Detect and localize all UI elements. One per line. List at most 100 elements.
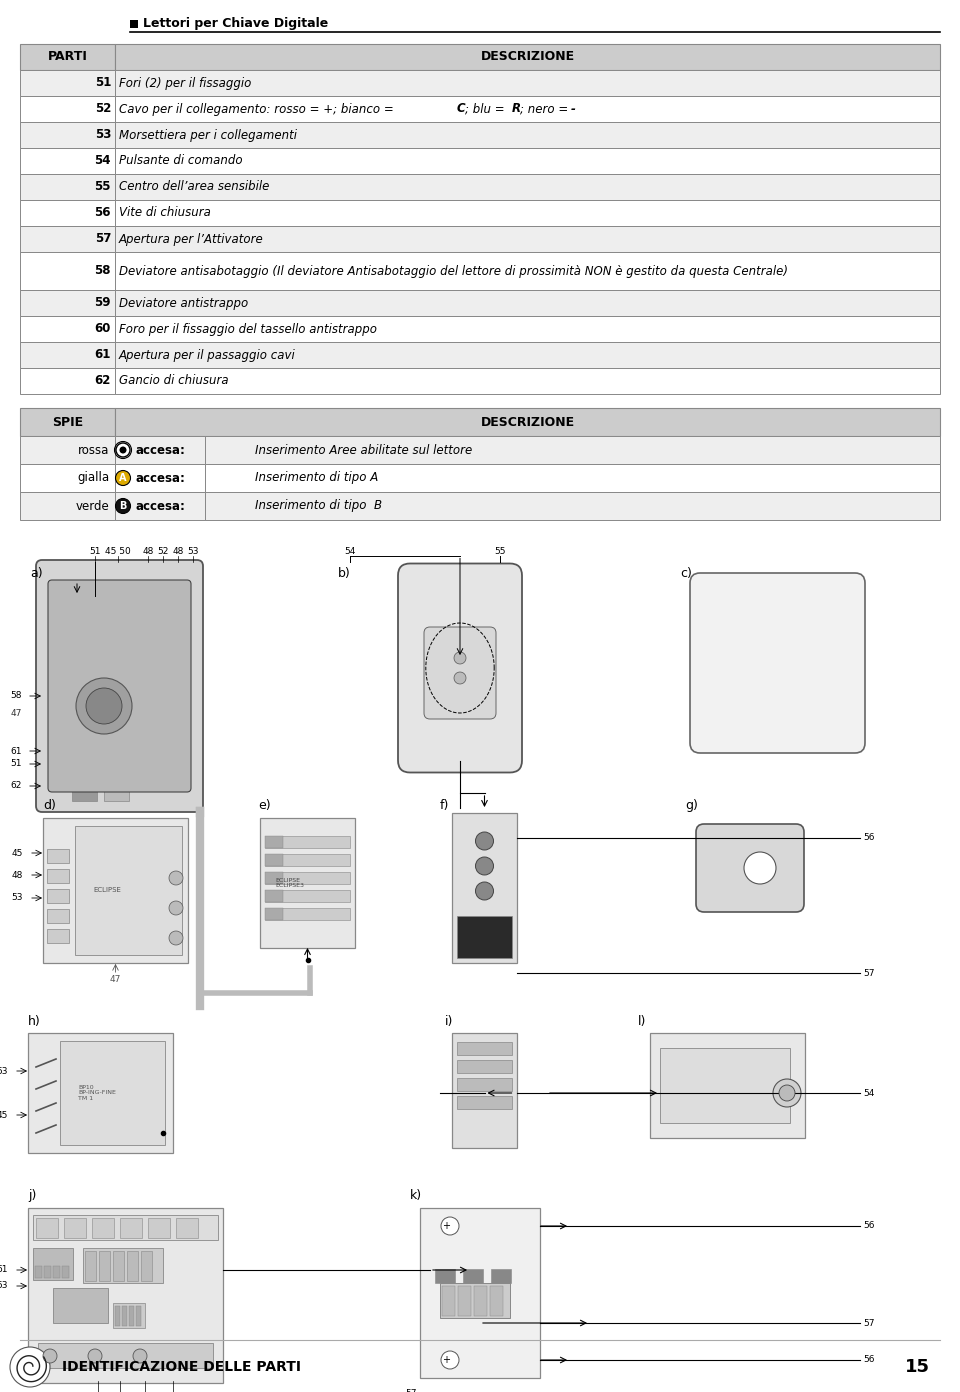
Bar — [136, 1306, 141, 1327]
Bar — [160, 612, 167, 624]
Text: Fori (2) per il fissaggio: Fori (2) per il fissaggio — [119, 77, 252, 89]
Text: 51: 51 — [95, 77, 111, 89]
Bar — [99, 1251, 110, 1281]
Bar — [47, 889, 69, 903]
Text: ECLIPSE: ECLIPSE — [93, 888, 121, 894]
Text: 45: 45 — [0, 1111, 8, 1119]
Bar — [20, 174, 115, 200]
Text: Inserimento Aree abilitate sul lettore: Inserimento Aree abilitate sul lettore — [255, 444, 472, 457]
Bar — [133, 612, 140, 624]
Text: +: + — [442, 1354, 450, 1366]
Text: Vite di chiusura: Vite di chiusura — [119, 206, 211, 220]
Text: Gancio di chiusura: Gancio di chiusura — [119, 374, 228, 387]
Text: Morsettiera per i collegamenti: Morsettiera per i collegamenti — [119, 128, 297, 142]
Text: d): d) — [43, 799, 56, 813]
Bar — [53, 1288, 108, 1322]
Bar — [265, 908, 283, 920]
Bar — [20, 148, 115, 174]
Text: 53: 53 — [0, 1066, 8, 1076]
Text: 62: 62 — [11, 781, 22, 791]
Text: 45: 45 — [12, 849, 23, 857]
Bar — [650, 1033, 805, 1139]
Text: 62: 62 — [95, 374, 111, 387]
Text: 56: 56 — [863, 834, 875, 842]
Bar — [33, 1249, 73, 1281]
Bar — [33, 1215, 218, 1240]
FancyBboxPatch shape — [696, 824, 804, 912]
Bar — [490, 1286, 503, 1315]
Text: Centro dell’area sensibile: Centro dell’area sensibile — [119, 181, 270, 193]
Text: 51: 51 — [89, 547, 101, 557]
Bar — [457, 1096, 512, 1109]
Bar — [265, 837, 283, 848]
Text: DESCRIZIONE: DESCRIZIONE — [480, 50, 575, 64]
Bar — [122, 599, 172, 626]
Bar — [58, 681, 76, 696]
Text: ; blu =: ; blu = — [465, 103, 509, 116]
Circle shape — [115, 498, 131, 514]
Circle shape — [779, 1084, 795, 1101]
Text: 57: 57 — [405, 1388, 417, 1392]
Bar — [115, 342, 940, 367]
Bar — [20, 290, 115, 316]
Bar — [72, 782, 97, 800]
Bar — [176, 1218, 198, 1237]
Circle shape — [119, 447, 127, 454]
Text: verde: verde — [75, 500, 109, 512]
Bar — [20, 96, 115, 122]
Circle shape — [441, 1352, 459, 1368]
Bar — [115, 491, 205, 521]
Bar — [28, 1208, 223, 1384]
Bar — [205, 491, 940, 521]
Bar — [102, 601, 109, 619]
Circle shape — [10, 1347, 50, 1386]
Text: Pulsante di comando: Pulsante di comando — [119, 155, 243, 167]
Text: 61: 61 — [0, 1265, 8, 1275]
Bar — [452, 813, 517, 963]
Bar — [84, 601, 91, 619]
Bar — [457, 1043, 512, 1055]
Text: 48: 48 — [12, 870, 23, 880]
Circle shape — [115, 470, 131, 486]
Bar — [28, 1033, 173, 1153]
Bar — [120, 1218, 142, 1237]
Bar — [127, 1251, 138, 1281]
Bar — [20, 464, 115, 491]
Bar — [115, 290, 940, 316]
Text: 61: 61 — [95, 348, 111, 362]
Bar — [66, 601, 73, 619]
Bar — [129, 1306, 134, 1327]
Bar — [265, 889, 350, 902]
Circle shape — [169, 871, 183, 885]
Text: 57: 57 — [863, 1318, 875, 1328]
Text: Inserimento di tipo  B: Inserimento di tipo B — [255, 500, 382, 512]
Bar — [141, 1251, 152, 1281]
Circle shape — [454, 651, 466, 664]
Bar — [457, 916, 512, 958]
Bar — [64, 1218, 86, 1237]
Bar — [47, 849, 69, 863]
Bar — [20, 226, 115, 252]
FancyBboxPatch shape — [424, 626, 496, 720]
Text: accesa:: accesa: — [135, 444, 185, 457]
Text: Apertura per il passaggio cavi: Apertura per il passaggio cavi — [119, 348, 296, 362]
Text: 55: 55 — [94, 181, 111, 193]
Bar — [260, 818, 355, 948]
Bar — [53, 1265, 60, 1278]
Bar — [58, 654, 76, 677]
Bar — [115, 464, 205, 491]
Text: i): i) — [445, 1015, 453, 1027]
Text: 52: 52 — [95, 103, 111, 116]
Bar — [47, 869, 69, 883]
Text: 57: 57 — [95, 232, 111, 245]
Bar — [113, 1251, 124, 1281]
Bar — [115, 316, 940, 342]
Text: 47: 47 — [11, 710, 22, 718]
Text: h): h) — [28, 1015, 40, 1027]
Text: 45 50: 45 50 — [106, 547, 131, 557]
Bar — [205, 436, 940, 464]
Text: Deviatore antisabotaggio (Il deviatore Antisabotaggio del lettore di prossimità : Deviatore antisabotaggio (Il deviatore A… — [119, 264, 788, 277]
Bar — [148, 1218, 170, 1237]
Text: 53: 53 — [0, 1282, 8, 1290]
Bar — [457, 1059, 512, 1073]
